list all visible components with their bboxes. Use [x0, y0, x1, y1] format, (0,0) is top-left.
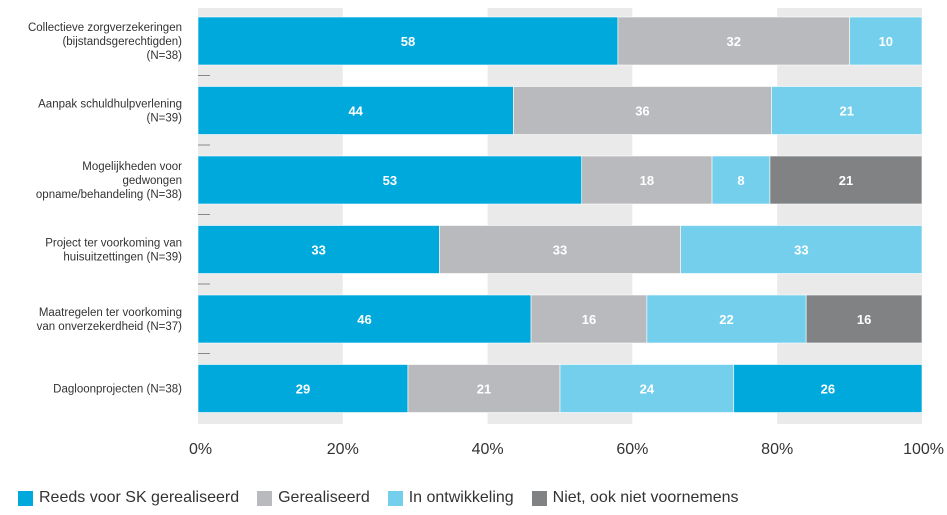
bar-segment: [407, 364, 561, 413]
legend-item-in-ontwikkeling: In ontwikkeling: [387, 489, 514, 507]
data-label: 18: [640, 173, 654, 188]
legend-label-gerealiseerd: Gerealiseerd: [278, 489, 370, 506]
data-label: 22: [719, 312, 733, 327]
legend-label-reeds: Reeds voor SK gerealiseerd: [39, 489, 240, 506]
x-tick-label: 60%: [616, 441, 648, 458]
x-tick-label: 40%: [472, 441, 504, 458]
grid-band: [632, 8, 778, 424]
data-label: 21: [477, 382, 491, 397]
legend-item-reeds: Reeds voor SK gerealiseerd: [18, 489, 239, 507]
legend-item-niet: Niet, ook niet voornemens: [531, 489, 739, 507]
category-label: (N=38): [147, 50, 183, 62]
data-label: 29: [296, 382, 310, 397]
legend-swatch-gerealiseerd: [257, 490, 273, 506]
category-label: van onverzekerdheid (N=37): [37, 321, 183, 333]
data-label: 32: [727, 34, 741, 49]
category-label: (N=39): [147, 113, 183, 125]
legend-swatch-niet: [531, 490, 547, 506]
data-label: 16: [582, 312, 596, 327]
category-label: Dagloonprojecten (N=38): [53, 384, 182, 396]
data-label: 33: [553, 243, 567, 258]
x-tick-label: 100%: [903, 441, 944, 458]
data-label: 26: [821, 382, 835, 397]
bar-segment: [197, 155, 583, 205]
category-label: Project ter voorkoming van: [45, 238, 182, 250]
bar-segment: [513, 86, 772, 135]
data-label: 44: [348, 104, 363, 119]
bar-segment: [805, 294, 923, 344]
grid-band: [487, 8, 633, 424]
data-label: 21: [839, 104, 853, 119]
data-label: 10: [879, 34, 893, 49]
legend-item-gerealiseerd: Gerealiseerd: [257, 489, 370, 507]
data-label: 16: [857, 312, 871, 327]
bar-segment: [771, 86, 923, 135]
data-label: 46: [357, 312, 371, 327]
grid-band: [777, 8, 922, 424]
category-label: Aanpak schuldhulpverlening: [38, 99, 182, 111]
data-label: 58: [401, 34, 415, 49]
data-label: 33: [794, 243, 808, 258]
grid-band: [342, 8, 488, 424]
bar-segment: [680, 225, 923, 274]
bar-segment: [849, 16, 923, 66]
bar-segment: [769, 155, 923, 205]
data-label: 53: [383, 173, 397, 188]
bar-segment: [197, 364, 409, 413]
bar-segment: [197, 225, 440, 274]
bar-segment: [617, 16, 850, 66]
bar-segment: [197, 16, 619, 66]
category-label: Collectieve zorgverzekeringen: [28, 22, 182, 34]
data-label: 21: [839, 173, 853, 188]
data-label: 8: [737, 173, 744, 188]
bar-segment: [711, 155, 771, 205]
bar-segment: [733, 364, 923, 413]
x-tick-label: 80%: [761, 441, 793, 458]
legend-swatch-in-ontwikkeling: [387, 490, 403, 506]
bar-segment: [646, 294, 807, 344]
legend: Reeds voor SK gerealiseerd Gerealiseerd …: [18, 489, 757, 507]
x-tick-label: 0%: [189, 441, 212, 458]
category-label: Maatregelen ter voorkoming: [39, 307, 182, 319]
x-tick-label: 20%: [327, 441, 359, 458]
data-label: 33: [311, 243, 325, 258]
legend-swatch-reeds: [18, 490, 33, 506]
grid-band: [198, 8, 343, 424]
data-label: 36: [635, 104, 649, 119]
category-label: Mogelijkheden voor: [82, 161, 182, 173]
legend-label-niet: Niet, ook niet voornemens: [552, 489, 739, 506]
bar-segment: [559, 364, 735, 413]
bar-segment: [530, 294, 648, 344]
category-label: gedwongen: [123, 175, 182, 187]
category-label: opname/behandeling (N=38): [36, 189, 182, 201]
category-label: huisuitzettingen (N=39): [63, 252, 182, 264]
category-label: (bijstandsgerechtigden): [62, 36, 182, 48]
legend-label-in-ontwikkeling: In ontwikkeling: [408, 489, 514, 506]
bar-segment: [197, 86, 514, 135]
data-label: 24: [640, 382, 655, 397]
bar-segment: [197, 294, 532, 344]
